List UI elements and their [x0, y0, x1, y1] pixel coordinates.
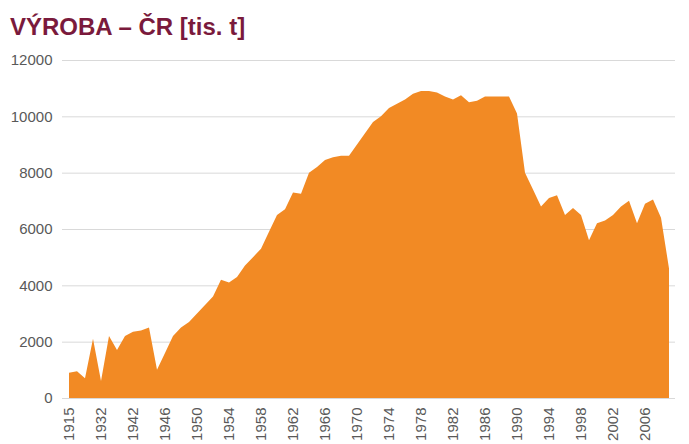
svg-text:2006: 2006 — [636, 408, 653, 441]
svg-text:1978: 1978 — [412, 408, 429, 441]
svg-text:1942: 1942 — [124, 408, 141, 441]
html-text:VÝROBA – ČR [tis. t]: VÝROBA – ČR [tis. t] — [10, 13, 246, 40]
svg-text:1994: 1994 — [540, 408, 557, 441]
svg-text:10000: 10000 — [11, 108, 53, 125]
svg-text:1946: 1946 — [156, 408, 173, 441]
svg-text:1915: 1915 — [60, 408, 77, 441]
svg-text:12000: 12000 — [11, 51, 53, 68]
svg-text:1982: 1982 — [444, 408, 461, 441]
svg-text:1986: 1986 — [476, 408, 493, 441]
svg-text:8000: 8000 — [19, 164, 52, 181]
svg-text:1958: 1958 — [252, 408, 269, 441]
svg-text:1990: 1990 — [508, 408, 525, 441]
svg-text:2000: 2000 — [19, 333, 52, 350]
svg-text:1962: 1962 — [284, 408, 301, 441]
svg-text:1970: 1970 — [348, 408, 365, 441]
svg-text:2002: 2002 — [604, 408, 621, 441]
svg-text:6000: 6000 — [19, 220, 52, 237]
svg-text:1932: 1932 — [92, 408, 109, 441]
svg-text:1954: 1954 — [220, 408, 237, 441]
svg-text:0: 0 — [44, 389, 52, 406]
svg-text:1966: 1966 — [316, 408, 333, 441]
svg-text:1950: 1950 — [188, 408, 205, 441]
svg-text:4000: 4000 — [19, 277, 52, 294]
svg-text:1998: 1998 — [572, 408, 589, 441]
svg-text:1974: 1974 — [380, 408, 397, 441]
